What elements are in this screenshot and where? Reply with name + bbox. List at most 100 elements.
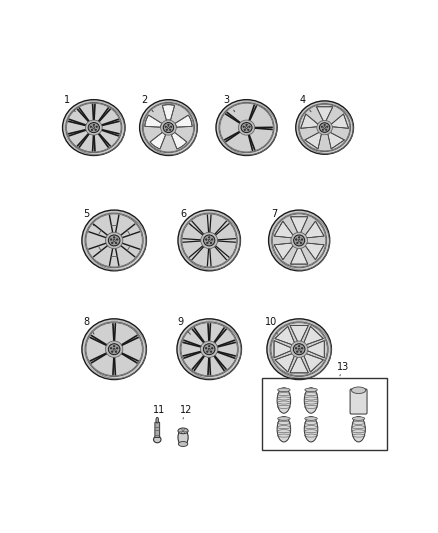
Ellipse shape — [177, 319, 241, 379]
Ellipse shape — [300, 104, 350, 151]
Text: 5: 5 — [84, 209, 94, 226]
Ellipse shape — [305, 388, 317, 392]
Ellipse shape — [142, 102, 194, 152]
Ellipse shape — [113, 345, 115, 347]
Ellipse shape — [108, 235, 120, 246]
Ellipse shape — [278, 388, 290, 392]
Polygon shape — [304, 326, 323, 345]
Text: 6: 6 — [180, 209, 192, 226]
Ellipse shape — [95, 129, 96, 131]
Ellipse shape — [67, 103, 121, 152]
Polygon shape — [274, 243, 294, 260]
Text: 3: 3 — [223, 95, 235, 112]
Ellipse shape — [321, 126, 323, 127]
Ellipse shape — [208, 348, 210, 350]
Text: 12: 12 — [180, 405, 192, 419]
FancyBboxPatch shape — [155, 422, 159, 438]
Ellipse shape — [85, 213, 143, 268]
Ellipse shape — [268, 210, 330, 271]
Polygon shape — [306, 341, 324, 358]
Text: 4: 4 — [299, 95, 311, 112]
Ellipse shape — [113, 239, 115, 241]
Ellipse shape — [249, 126, 250, 127]
Ellipse shape — [300, 351, 302, 352]
Ellipse shape — [178, 429, 188, 446]
Ellipse shape — [271, 322, 327, 376]
Ellipse shape — [297, 242, 298, 244]
Ellipse shape — [216, 100, 277, 156]
Ellipse shape — [298, 345, 300, 347]
Ellipse shape — [85, 120, 102, 135]
Ellipse shape — [178, 441, 188, 447]
Ellipse shape — [203, 344, 215, 354]
Ellipse shape — [208, 345, 210, 347]
Ellipse shape — [267, 319, 332, 379]
Ellipse shape — [352, 417, 365, 421]
Ellipse shape — [327, 126, 328, 127]
Ellipse shape — [295, 348, 297, 349]
Ellipse shape — [204, 235, 215, 246]
Ellipse shape — [170, 126, 172, 127]
Bar — [262, 378, 387, 450]
Ellipse shape — [178, 428, 188, 434]
Ellipse shape — [241, 123, 252, 133]
Ellipse shape — [154, 436, 161, 443]
Polygon shape — [330, 114, 349, 128]
Ellipse shape — [108, 344, 120, 354]
Ellipse shape — [90, 126, 92, 127]
Polygon shape — [290, 217, 308, 234]
Ellipse shape — [324, 127, 325, 128]
Polygon shape — [171, 132, 187, 149]
Ellipse shape — [244, 129, 246, 131]
Ellipse shape — [106, 232, 123, 248]
Ellipse shape — [168, 127, 170, 128]
Text: 7: 7 — [271, 209, 281, 226]
Ellipse shape — [324, 124, 325, 126]
Polygon shape — [175, 115, 192, 127]
Ellipse shape — [165, 126, 166, 127]
Ellipse shape — [300, 242, 302, 244]
Ellipse shape — [82, 210, 146, 271]
Polygon shape — [150, 132, 166, 149]
Ellipse shape — [298, 239, 300, 241]
Ellipse shape — [272, 214, 326, 267]
Polygon shape — [304, 353, 323, 372]
Ellipse shape — [210, 242, 212, 244]
Ellipse shape — [82, 319, 146, 379]
Ellipse shape — [181, 322, 237, 376]
Ellipse shape — [93, 124, 95, 125]
Ellipse shape — [277, 388, 291, 413]
Ellipse shape — [106, 341, 123, 358]
Text: 2: 2 — [141, 95, 153, 112]
Ellipse shape — [112, 351, 113, 352]
Ellipse shape — [115, 351, 117, 352]
Text: 1: 1 — [64, 95, 75, 112]
Ellipse shape — [246, 127, 247, 128]
Ellipse shape — [298, 348, 300, 350]
Ellipse shape — [319, 123, 330, 132]
Text: 9: 9 — [177, 318, 191, 334]
Ellipse shape — [212, 239, 213, 240]
Polygon shape — [275, 353, 295, 372]
Polygon shape — [274, 221, 294, 238]
Ellipse shape — [301, 348, 303, 349]
Ellipse shape — [296, 239, 297, 240]
Ellipse shape — [278, 417, 290, 421]
Polygon shape — [304, 243, 324, 260]
FancyBboxPatch shape — [350, 389, 367, 414]
Ellipse shape — [243, 126, 244, 127]
Ellipse shape — [112, 242, 113, 244]
Ellipse shape — [208, 237, 210, 238]
Ellipse shape — [317, 120, 332, 135]
Polygon shape — [290, 356, 308, 373]
Ellipse shape — [113, 348, 115, 350]
Ellipse shape — [163, 123, 173, 133]
Ellipse shape — [181, 213, 237, 268]
Ellipse shape — [96, 126, 98, 127]
Polygon shape — [290, 326, 308, 343]
Ellipse shape — [270, 322, 328, 376]
Ellipse shape — [247, 129, 249, 131]
Ellipse shape — [296, 101, 353, 154]
Ellipse shape — [93, 127, 95, 128]
Polygon shape — [145, 115, 162, 127]
